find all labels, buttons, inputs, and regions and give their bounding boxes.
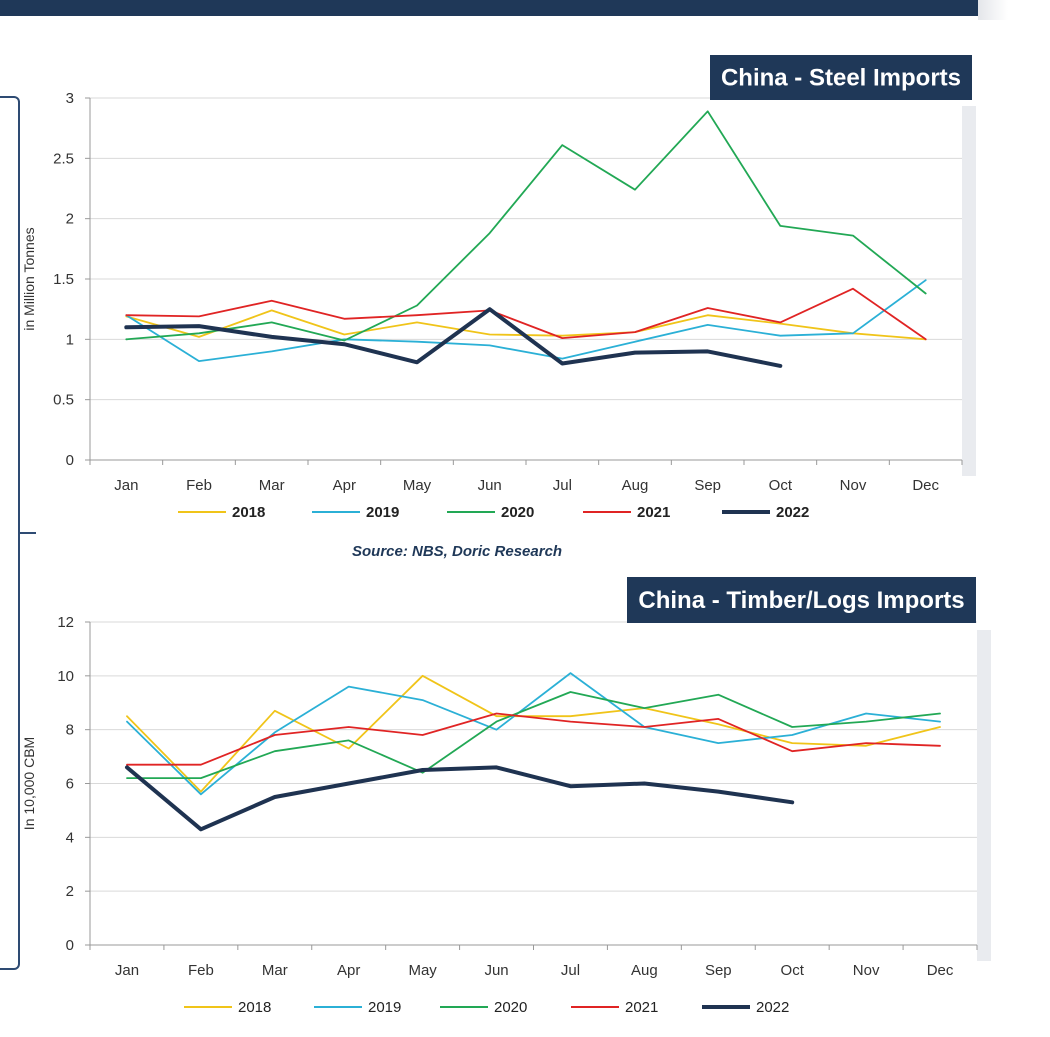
series-line-2020 <box>125 110 927 342</box>
x-tick-label-aug: Aug <box>631 962 658 979</box>
steel-imports-chart: 0 0.5 1 1.5 2 2.5 3 Jan Feb Mar Apr May Jun Jul Aug Sep… <box>21 55 976 521</box>
chart-title: China - Steel Imports <box>721 65 961 92</box>
series-line-2018 <box>126 674 941 793</box>
header-bar-shadow <box>978 0 1008 20</box>
legend-label-2018: 2018 <box>232 504 265 521</box>
y-tick-label: 2.5 <box>53 150 74 167</box>
y-tick-label: 3 <box>66 90 74 107</box>
x-tick-label-sep: Sep <box>694 477 721 494</box>
y-tick-label: 2 <box>66 211 74 228</box>
series-line-2022 <box>125 765 795 832</box>
x-tick-label-jan: Jan <box>115 962 139 979</box>
y-axis-title: in Million Tonnes <box>21 227 37 330</box>
legend-label-2021: 2021 <box>637 504 670 521</box>
y-tick-label: 0 <box>66 937 74 954</box>
x-tick-label-dec: Dec <box>927 962 954 979</box>
y-tick-label: 1 <box>66 331 74 348</box>
y-axis-title: In 10,000 CBM <box>21 737 37 830</box>
x-tick-label-feb: Feb <box>188 962 214 979</box>
x-tick-label-nov: Nov <box>853 962 880 979</box>
legend-label-2022: 2022 <box>776 504 809 521</box>
source-note: Source: NBS, Doric Research <box>352 543 563 560</box>
y-tick-label: 4 <box>66 829 74 846</box>
x-tick-label-oct: Oct <box>781 962 805 979</box>
chart-title-box <box>627 577 976 623</box>
series-line-2019 <box>126 672 941 796</box>
x-tick-label-feb: Feb <box>186 477 212 494</box>
series-line-2022 <box>124 307 783 368</box>
timber-imports-chart: 0 2 4 6 8 10 12 Jan Feb Mar Apr May Jun Jul Aug Sep Oct N… <box>21 577 991 1016</box>
x-tick-label-mar: Mar <box>259 477 285 494</box>
legend-label-2020: 2020 <box>494 999 527 1016</box>
y-tick-label: 12 <box>57 614 74 631</box>
x-tick-label-apr: Apr <box>337 962 360 979</box>
x-tick-label-may: May <box>403 477 432 494</box>
chart-title-box <box>710 55 972 100</box>
series-line-2020 <box>126 691 941 780</box>
x-tick-label-apr: Apr <box>333 477 356 494</box>
y-tick-label: 10 <box>57 668 74 685</box>
y-tick-label: 6 <box>66 776 74 793</box>
legend-label-2022: 2022 <box>756 999 789 1016</box>
x-tick-label-oct: Oct <box>769 477 793 494</box>
x-tick-label-jan: Jan <box>114 477 138 494</box>
legend-label-2019: 2019 <box>366 504 399 521</box>
series-line-2019 <box>125 279 927 363</box>
series-line-2021 <box>125 287 927 341</box>
x-tick-label-jun: Jun <box>478 477 502 494</box>
x-tick-label-may: May <box>408 962 437 979</box>
chart-title: China - Timber/Logs Imports <box>638 587 964 614</box>
legend-label-2020: 2020 <box>501 504 534 521</box>
x-tick-label-aug: Aug <box>622 477 649 494</box>
y-tick-label: 2 <box>66 883 74 900</box>
grouping-brace-tick <box>18 532 36 534</box>
y-tick-label: 1.5 <box>53 271 74 288</box>
x-tick-label-jun: Jun <box>484 962 508 979</box>
x-tick-label-sep: Sep <box>705 962 732 979</box>
y-tick-label: 8 <box>66 722 74 739</box>
x-tick-label-dec: Dec <box>912 477 939 494</box>
header-bar <box>0 0 978 16</box>
plot-shadow-right <box>977 630 991 961</box>
y-tick-label: 0.5 <box>53 392 74 409</box>
series-line-2021 <box>126 712 941 766</box>
x-tick-label-jul: Jul <box>553 477 572 494</box>
y-tick-label: 0 <box>66 452 74 469</box>
legend-label-2019: 2019 <box>368 999 401 1016</box>
x-tick-label-nov: Nov <box>840 477 867 494</box>
legend-label-2018: 2018 <box>238 999 271 1016</box>
x-tick-label-jul: Jul <box>561 962 580 979</box>
x-tick-label-mar: Mar <box>262 962 288 979</box>
legend-label-2021: 2021 <box>625 999 658 1016</box>
plot-shadow-right <box>962 106 976 476</box>
